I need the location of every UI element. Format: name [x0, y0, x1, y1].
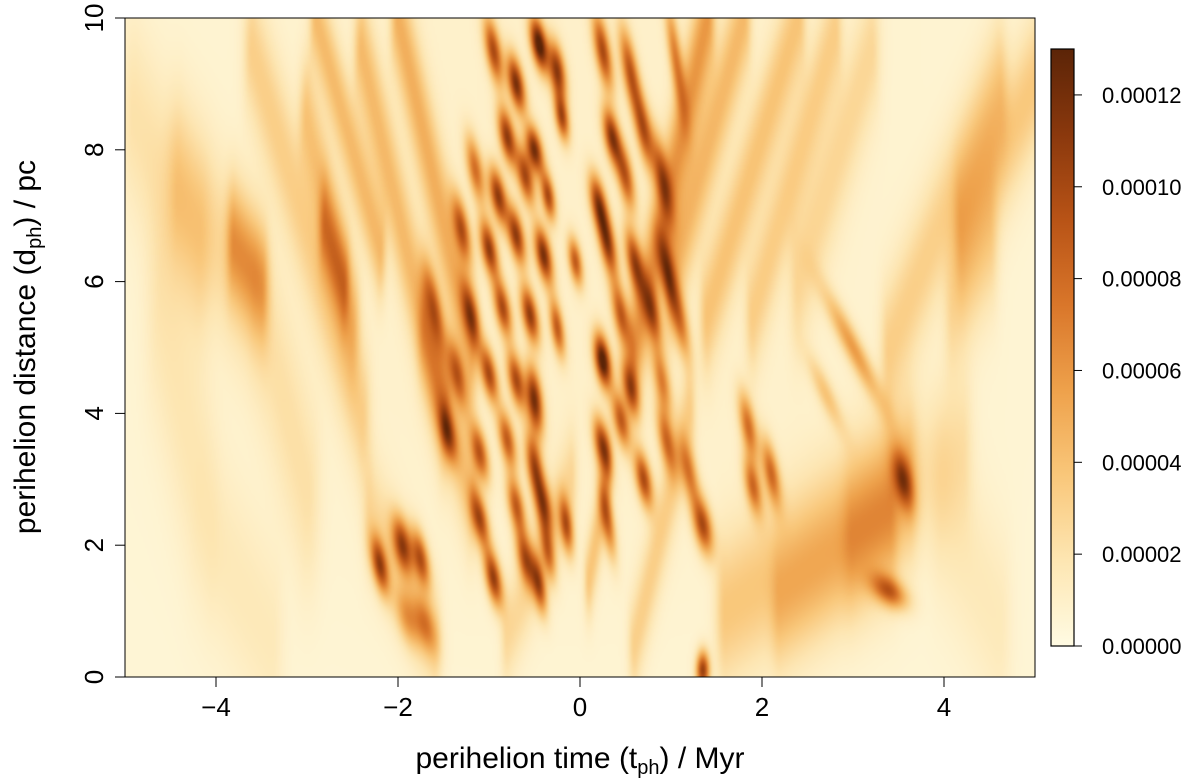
- y-axis-title: perihelion distance (dph) / pc: [9, 160, 46, 534]
- x-axis-title: perihelion time (tph) / Myr: [416, 742, 745, 779]
- y-axis-title-subscript: ph: [24, 227, 46, 249]
- x-tick-label: 4: [937, 692, 951, 722]
- colorbar: 0.00000 0.00002 0.00004 0.00006 0.00008 0.000…: [1050, 48, 1182, 659]
- y-tick-label: 0: [79, 670, 109, 684]
- colorbar-tick-label: 0.00010: [1102, 175, 1182, 200]
- y-tick-label: 10: [79, 4, 109, 33]
- colorbar-tick-label: 0.00002: [1102, 542, 1182, 567]
- y-axis-title-tail: ) / pc: [9, 160, 42, 227]
- colorbar-tick-label: 0.00004: [1102, 450, 1182, 475]
- y-axis: 0 2 4 6 8 10: [79, 4, 125, 684]
- colorbar-tick-label: 0.00008: [1102, 267, 1182, 292]
- colorbar-tick-label: 0.00000: [1102, 634, 1182, 659]
- x-axis-title-tail: ) / Myr: [660, 742, 745, 775]
- x-axis: −4 −2 0 2 4: [201, 677, 951, 722]
- y-tick-label: 2: [79, 538, 109, 552]
- x-tick-label: −4: [201, 692, 231, 722]
- x-tick-label: −2: [383, 692, 413, 722]
- x-tick-label: 2: [755, 692, 769, 722]
- colorbar-bar: [1050, 48, 1075, 647]
- y-tick-label: 4: [79, 406, 109, 420]
- colorbar-ticks: 0.00000 0.00002 0.00004 0.00006 0.00008 0.000…: [1074, 83, 1182, 659]
- colorbar-tick-label: 0.00012: [1102, 83, 1182, 108]
- y-tick-label: 8: [79, 143, 109, 157]
- x-axis-title-main: perihelion time (t: [416, 742, 638, 775]
- heatmap-image: [125, 18, 1035, 677]
- y-axis-title-main: perihelion distance (d: [9, 249, 42, 534]
- y-tick-label: 6: [79, 274, 109, 288]
- x-tick-label: 0: [573, 692, 587, 722]
- x-axis-title-subscript: ph: [637, 757, 659, 779]
- colorbar-tick-label: 0.00006: [1102, 358, 1182, 383]
- plot-area: [124, 17, 1036, 678]
